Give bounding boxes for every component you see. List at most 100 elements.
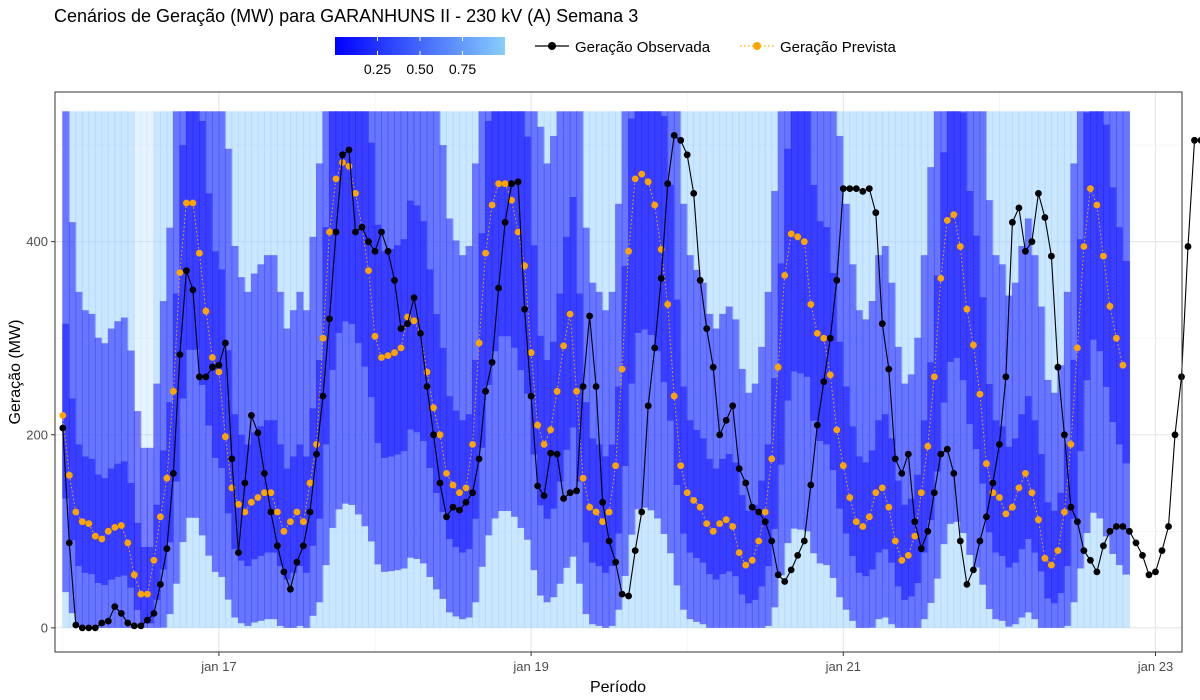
series-point — [1106, 527, 1114, 535]
scenario-band-core — [1044, 502, 1052, 599]
series-point — [150, 556, 158, 564]
scenario-band-core — [790, 111, 799, 372]
scenario-band-core — [829, 273, 838, 471]
series-point — [898, 556, 906, 564]
colorbar-tick-label: 0.50 — [406, 61, 433, 77]
series-point — [469, 441, 476, 448]
scenario-band-core — [732, 462, 740, 577]
series-point — [566, 310, 574, 318]
scenario-band-main — [745, 392, 753, 628]
series-point — [794, 233, 802, 241]
scenario-band-core — [335, 111, 343, 333]
series-point — [501, 180, 509, 188]
scenario-band-outer — [146, 111, 155, 628]
scenario-band-core — [231, 414, 239, 550]
series-point — [339, 151, 346, 159]
series-point — [917, 489, 925, 497]
scenario-band-core — [94, 474, 103, 583]
scenario-band-core — [634, 111, 643, 333]
scenario-band-core — [771, 378, 779, 529]
series-point — [566, 489, 574, 497]
scenario-band-core — [250, 432, 259, 560]
scenario-band-core — [276, 444, 285, 567]
series-point — [742, 561, 750, 569]
series-point — [430, 431, 437, 439]
series-point — [1061, 508, 1068, 516]
scenario-band-core — [719, 458, 727, 575]
series-point — [72, 621, 80, 629]
series-point — [1028, 489, 1036, 497]
series-point — [274, 542, 281, 550]
series-point — [443, 470, 450, 477]
series-point — [65, 539, 73, 547]
series-point — [117, 610, 125, 617]
scenario-band-core — [394, 245, 402, 455]
series-point — [560, 495, 567, 502]
series-point — [970, 341, 977, 349]
scenario-band — [62, 111, 1130, 628]
series-point — [306, 508, 314, 516]
series-point — [846, 494, 854, 501]
series-point — [956, 537, 964, 545]
scenario-band-outer — [1044, 111, 1052, 628]
scenario-band-core — [75, 444, 83, 567]
series-point — [891, 455, 899, 463]
plot-border — [54, 91, 1183, 653]
series-point — [137, 622, 145, 630]
series-point — [209, 354, 216, 361]
x-tick-label: jan 21 — [825, 659, 861, 674]
series-point — [456, 506, 463, 514]
scenario-band-core — [654, 111, 662, 352]
scenario-band-core — [153, 504, 161, 600]
series-point — [449, 481, 457, 489]
series-point — [534, 482, 541, 490]
scenario-band-core — [257, 426, 265, 556]
series-point — [761, 508, 769, 516]
scenario-band-core — [166, 402, 174, 543]
series-point — [1139, 552, 1146, 559]
scenario-band-core — [263, 420, 272, 553]
series-point — [872, 209, 880, 217]
scenario-band-outer — [901, 111, 909, 628]
series-point — [254, 429, 262, 437]
series-point — [996, 494, 1003, 501]
series-point — [742, 479, 750, 487]
series-point — [859, 188, 867, 195]
series-point — [345, 162, 353, 170]
series-point — [65, 471, 73, 479]
series-point — [196, 249, 203, 257]
series-point — [72, 508, 80, 516]
series-point — [404, 320, 411, 328]
series-point — [1035, 190, 1042, 197]
series-point — [144, 590, 151, 598]
series-point — [605, 508, 613, 516]
series-point — [1022, 470, 1029, 477]
scenario-band-core — [764, 444, 773, 567]
series-point — [157, 581, 164, 588]
series-point — [956, 243, 964, 250]
scenario-band-core — [615, 386, 623, 534]
series-point — [839, 462, 847, 470]
series-point — [651, 201, 659, 209]
series-point — [436, 431, 444, 439]
scenario-band-core — [589, 438, 597, 563]
series-point — [1197, 137, 1200, 144]
scenario-band-core — [185, 111, 194, 350]
series-point — [885, 503, 893, 511]
scenario-band-core — [283, 468, 291, 580]
scenario-band-core — [459, 420, 467, 553]
series-point — [300, 518, 307, 526]
scenario-band-core — [901, 504, 909, 600]
series-point — [267, 489, 275, 497]
series-point — [553, 450, 561, 458]
scenario-band-core — [289, 456, 298, 573]
scenario-band-core — [836, 341, 844, 509]
scenario-band-core — [159, 450, 168, 570]
series-point — [846, 185, 854, 193]
series-point — [482, 387, 489, 395]
scenario-band-core — [563, 236, 571, 450]
scenario-band-core — [855, 456, 864, 573]
scenario-band-core — [224, 350, 233, 514]
series-point — [150, 610, 158, 617]
series-point — [514, 178, 522, 186]
